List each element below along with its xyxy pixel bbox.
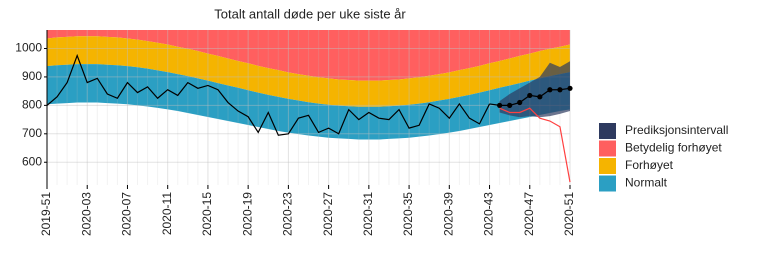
- x-tick-label: 2020-19: [240, 192, 254, 236]
- y-tick-label: 1000: [15, 41, 42, 55]
- y-tick-label: 900: [22, 69, 42, 83]
- band-normal: [47, 64, 570, 140]
- y-tick-label: 600: [22, 154, 42, 168]
- legend-swatch: [599, 158, 616, 174]
- marker: [496, 102, 503, 108]
- x-tick-label: 2020-03: [79, 192, 93, 236]
- marker: [537, 94, 543, 100]
- band-elevated: [47, 36, 570, 107]
- marker: [527, 92, 533, 99]
- legend-label: Normalt: [625, 176, 668, 190]
- x-tick-label: 2020-47: [522, 192, 536, 236]
- x-tick-label: 2020-07: [120, 192, 134, 236]
- legend-label: Forhøyet: [625, 158, 674, 172]
- x-tick-label: 2020-35: [401, 192, 415, 236]
- chart-title: Totalt antall døde per uke siste år: [214, 6, 406, 21]
- y-tick-label: 700: [22, 126, 42, 140]
- line: [499, 107, 571, 183]
- x-tick-label: 2020-51: [562, 192, 576, 236]
- legend-swatch: [599, 140, 616, 157]
- y-tick-label: 800: [22, 98, 42, 112]
- marker: [547, 87, 553, 93]
- marker: [567, 85, 573, 91]
- x-tick-label: 2020-43: [482, 192, 496, 236]
- marker: [507, 102, 513, 108]
- legend-swatch: [599, 123, 616, 139]
- marker: [517, 99, 523, 106]
- legend-label: Prediksjonsintervall: [625, 123, 728, 137]
- x-tick-label: 2020-27: [321, 192, 335, 236]
- legend-label: Betydelig forhøyet: [625, 141, 722, 155]
- x-tick-label: 2020-11: [160, 192, 174, 235]
- x-tick-label: 2020-31: [361, 192, 375, 236]
- x-tick-label: 2020-15: [200, 192, 214, 236]
- line: [46, 53, 491, 136]
- x-tick-label: 2019-51: [39, 192, 53, 236]
- marker: [557, 87, 563, 93]
- x-tick-label: 2020-23: [281, 192, 295, 236]
- legend-swatch: [599, 175, 616, 192]
- x-tick-label: 2020-39: [441, 192, 455, 236]
- band-significant: [47, 30, 570, 81]
